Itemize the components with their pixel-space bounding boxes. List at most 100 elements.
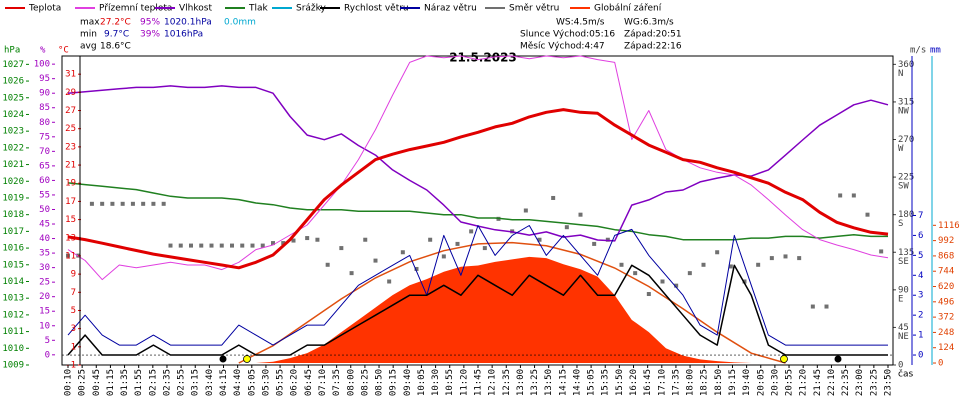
y-tick-name: NW [898,106,909,116]
direction-point [728,264,733,269]
y-tick-label: 868 [938,251,954,261]
x-tick-label: 08:25 [360,369,370,396]
y-tick-label: 15 [65,215,76,225]
x-tick-label: 21:20 [799,369,809,396]
y-tick-label: 60 [39,176,50,186]
y-tick-label: 1020 [2,177,24,187]
series-line [67,108,889,270]
y-tick-label: 1013 [2,294,24,304]
x-tick-label: 02:35 [162,369,172,396]
direction-point [110,201,115,206]
x-tick-label: 21:45 [813,369,823,396]
info-ws: WS:4.5m/s [556,18,605,28]
x-tick-label: 09:40 [403,369,413,396]
y-tick-label: 95 [39,74,50,84]
x-tick-label: 04:15 [219,369,229,396]
moonrise-marker [219,355,227,363]
legend-label: Teplota [28,4,61,14]
sunset-marker [780,355,788,363]
info-sunrise: Slunce Východ:05:16 [520,30,615,40]
direction-point [851,193,856,198]
series-line [67,55,889,281]
legend-label: Směr větru [509,4,559,14]
direction-point [387,279,392,284]
x-tick-label: 03:15 [191,369,201,396]
direction-point [240,243,245,248]
axis-unit: % [40,46,46,56]
y-tick-label: 1 [71,342,76,352]
direction-point [373,258,378,263]
x-tick-label: 16:45 [643,369,653,396]
series-line [67,225,888,346]
y-tick-label: 1116 [938,221,960,231]
direction-point [291,238,296,243]
y-tick-label: 30 [39,263,50,273]
stat-temp: 27.2°C [100,18,131,28]
x-tick-label: 19:40 [742,369,752,396]
x-tick-label: 16:20 [629,369,639,396]
y-tick-label: 100 [34,60,50,70]
x-tick-label: 20:55 [785,369,795,396]
x-tick-label: 19:15 [728,369,738,396]
axis-unit: mm [930,46,941,56]
direction-point [428,237,433,242]
legend-label: Vlhkost [179,4,212,14]
plot-layers [62,55,893,364]
y-tick-label: 1009 [2,361,24,371]
direction-point [769,256,774,261]
y-tick-label: 21 [65,161,76,171]
info-wg: WG:6.3m/s [624,18,674,28]
y-tick-label: 135 [898,248,914,258]
y-tick-label: 1017 [2,227,24,237]
y-tick-label: 992 [938,236,954,246]
y-tick-label: 1011 [2,327,24,337]
x-tick-label: 12:10 [488,369,498,396]
y-tick-name: S [898,219,903,229]
x-tick-label: 13:00 [516,369,526,396]
x-tick-label: 05:55 [276,369,286,396]
y-tick-label: 372 [938,313,954,323]
direction-point [100,201,105,206]
y-tick-label: 315 [898,97,914,107]
x-tick-label: 10:05 [417,369,427,396]
direction-point [130,201,135,206]
y-tick-label: 45 [898,323,909,333]
stat-press: 1020.1hPa [164,18,212,28]
direction-point [260,243,265,248]
x-tick-label: 14:15 [558,369,568,396]
x-tick-label: 11:20 [459,369,469,396]
direction-point [797,256,802,261]
y-tick-label: 23 [65,142,76,152]
y-tick-label: 75 [39,132,50,142]
y-tick-label: 90 [39,89,50,99]
direction-point [824,304,829,309]
direction-point [715,250,720,255]
x-tick-label: 17:35 [671,369,681,396]
x-tick-label: 18:50 [714,369,724,396]
direction-point [605,237,610,242]
info-sunset: Západ:20:51 [624,30,682,40]
y-tick-label: 1012 [2,310,24,320]
direction-point [674,283,679,288]
y-tick-label: 70 [39,147,50,157]
sunrise-marker [243,355,251,363]
direction-point [838,193,843,198]
direction-point [161,201,166,206]
x-tick-label: 03:40 [205,369,215,396]
x-tick-label: 01:55 [134,369,144,396]
direction-point [400,250,405,255]
y-tick-label: 5 [71,306,76,316]
theoretical-radiation [238,241,786,364]
y-tick-label: 1024 [2,110,24,120]
y-tick-label: 1019 [2,193,24,203]
y-tick-label: 1010 [2,344,24,354]
y-tick-label: 15 [39,307,50,317]
y-tick-label: 2 [918,311,923,321]
y-tick-label: 0 [898,361,903,371]
x-tick-label: 06:20 [290,369,300,396]
stat-temp: 18.6°C [100,42,131,52]
info-moonset: Západ:22:16 [624,42,682,52]
y-tick-label: 1023 [2,127,24,137]
